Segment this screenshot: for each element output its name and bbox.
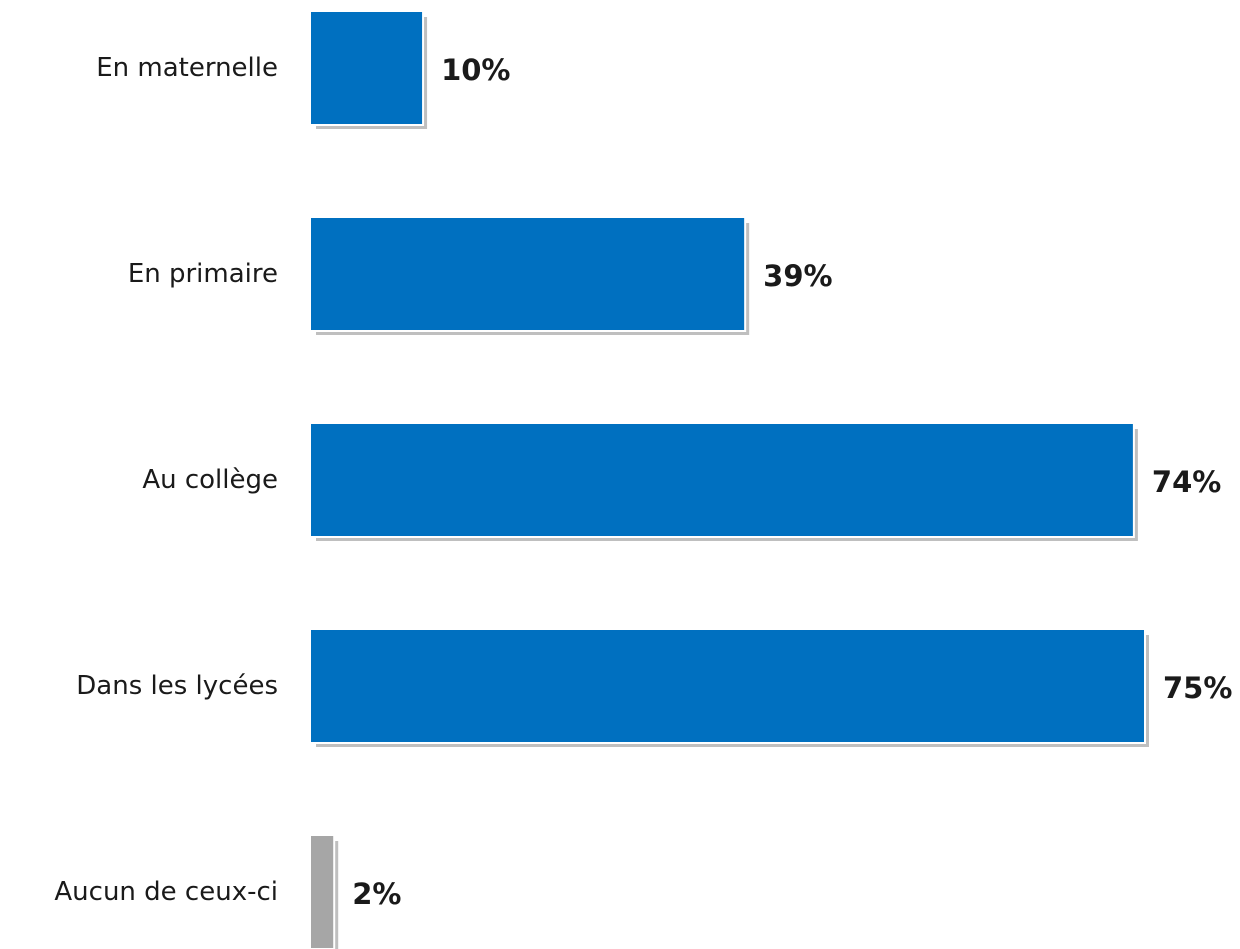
bar-aucun-de-ceux-ci (311, 836, 334, 948)
category-label-en-primaire: En primaire (128, 259, 278, 289)
value-label-aucun-de-ceux-ci: 2% (352, 877, 401, 911)
value-label-au-college: 74% (1152, 465, 1221, 499)
category-label-en-maternelle: En maternelle (96, 53, 278, 83)
bar-au-college (311, 424, 1133, 536)
category-label-aucun-de-ceux-ci: Aucun de ceux-ci (54, 877, 278, 907)
bar-dans-les-lycees (311, 630, 1144, 742)
bar-en-primaire (311, 218, 745, 330)
category-label-dans-les-lycees: Dans les lycées (76, 671, 278, 701)
bar-en-maternelle (311, 12, 423, 124)
bars-group: En maternelle 10% En primaire 39% Au collège… (54, 12, 1232, 949)
value-label-en-maternelle: 10% (441, 53, 510, 87)
value-label-en-primaire: 39% (763, 259, 832, 293)
category-label-au-college: Au collège (142, 465, 278, 495)
value-label-dans-les-lycees: 75% (1163, 671, 1232, 705)
